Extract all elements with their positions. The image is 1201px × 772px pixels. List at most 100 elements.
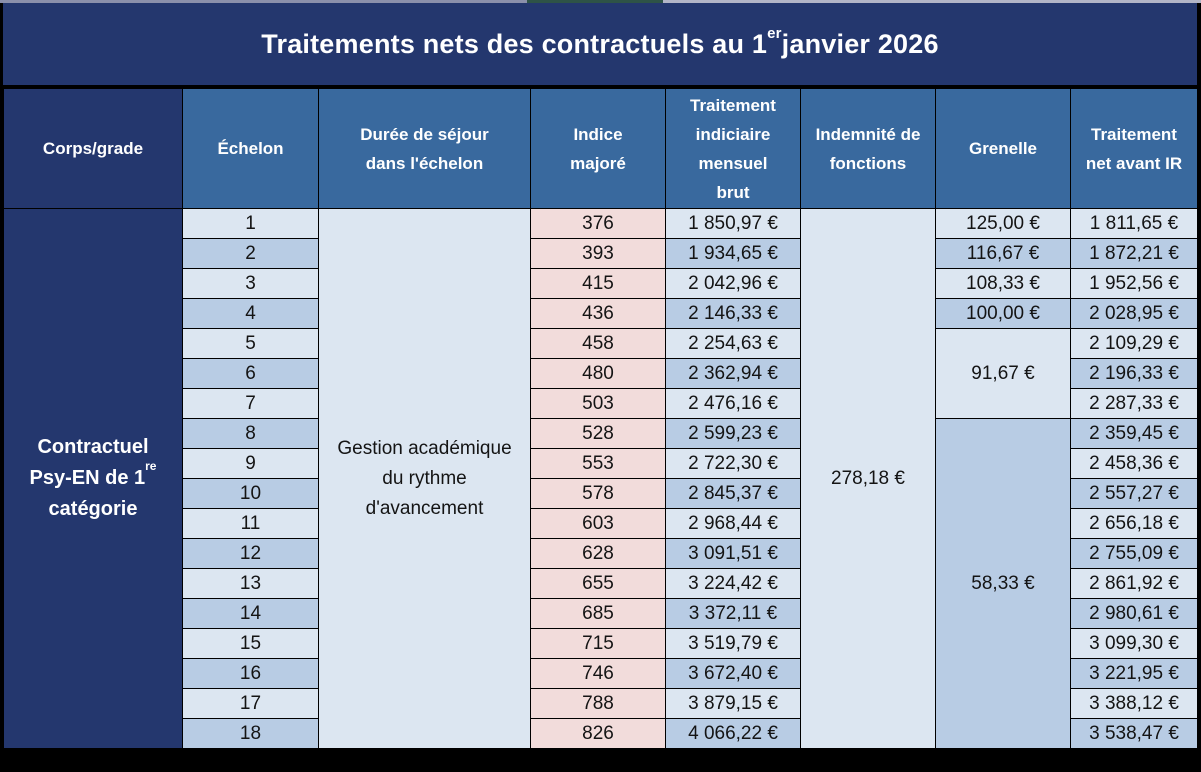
indice-majore-cell: 458	[530, 328, 666, 359]
table-row: 7 503 2 476,16 € 2 287,33 €	[4, 388, 1198, 419]
indice-majore-cell: 393	[530, 238, 666, 269]
indice-majore-cell: 715	[530, 628, 666, 659]
traitement-net-cell: 2 755,09 €	[1070, 538, 1198, 569]
traitement-net-cell: 2 287,33 €	[1070, 388, 1198, 419]
traitement-net-cell: 1 952,56 €	[1070, 268, 1198, 299]
table-row: 15 715 3 519,79 € 3 099,30 €	[4, 628, 1198, 659]
duree-sejour-cell: Gestion académique du rythme d'avancemen…	[318, 208, 531, 749]
traitement-net-cell: 2 980,61 €	[1070, 598, 1198, 629]
traitement-brut-cell: 2 968,44 €	[665, 508, 801, 539]
column-header-corps-grade: Corps/grade	[3, 88, 183, 209]
column-header-traitement-brut: Traitement indiciaire mensuel brut	[665, 88, 801, 209]
corps-grade-text: Contractuel Psy-EN de 1re catégorie	[14, 432, 172, 525]
traitement-net-cell: 2 196,33 €	[1070, 358, 1198, 389]
grenelle-cell: 125,00 €	[935, 208, 1071, 239]
traitement-net-cell: 1 872,21 €	[1070, 238, 1198, 269]
salary-table-sheet: Traitements nets des contractuels au 1 er…	[0, 3, 1201, 753]
indemnite-fonctions-cell: 278,18 €	[800, 208, 936, 749]
traitement-brut-cell: 3 224,42 €	[665, 568, 801, 599]
grenelle-cell: 91,67 €	[935, 328, 1071, 419]
traitement-brut-cell: 2 599,23 €	[665, 418, 801, 449]
corps-grade-cell: Contractuel Psy-EN de 1re catégorie	[3, 208, 183, 749]
top-edge-segment	[663, 0, 1201, 3]
column-header-indemnite-fonctions: Indemnité de fonctions	[800, 88, 936, 209]
traitement-brut-cell: 2 476,16 €	[665, 388, 801, 419]
top-edge-segment	[527, 0, 663, 3]
table-row: 12 628 3 091,51 € 2 755,09 €	[4, 538, 1198, 569]
echelon-cell: 18	[182, 718, 319, 749]
traitement-brut-cell: 2 146,33 €	[665, 298, 801, 329]
title-text-suffix: janvier 2026	[781, 28, 939, 59]
corps-grade-text-part: catégorie	[48, 498, 138, 520]
indice-majore-cell: 528	[530, 418, 666, 449]
echelon-cell: 11	[182, 508, 319, 539]
traitement-brut-cell: 3 372,11 €	[665, 598, 801, 629]
traitement-net-cell: 1 811,65 €	[1070, 208, 1198, 239]
indice-majore-cell: 826	[530, 718, 666, 749]
indice-majore-cell: 746	[530, 658, 666, 689]
echelon-cell: 16	[182, 658, 319, 689]
table-row: 18 826 4 066,22 € 3 538,47 €	[4, 718, 1198, 749]
traitement-brut-cell: 4 066,22 €	[665, 718, 801, 749]
indice-majore-cell: 788	[530, 688, 666, 719]
echelon-cell: 4	[182, 298, 319, 329]
table-row: 10 578 2 845,37 € 2 557,27 €	[4, 478, 1198, 509]
indice-majore-cell: 376	[530, 208, 666, 239]
column-header-grenelle: Grenelle	[935, 88, 1071, 209]
echelon-cell: 8	[182, 418, 319, 449]
indice-majore-cell: 603	[530, 508, 666, 539]
page-title: Traitements nets des contractuels au 1 er…	[3, 3, 1197, 88]
column-header-traitement-net: Traitement net avant IR	[1070, 88, 1198, 209]
traitement-brut-cell: 2 722,30 €	[665, 448, 801, 479]
echelon-cell: 1	[182, 208, 319, 239]
top-edge-artifact	[0, 0, 1201, 3]
traitement-brut-cell: 3 519,79 €	[665, 628, 801, 659]
traitement-net-cell: 3 388,12 €	[1070, 688, 1198, 719]
table-row: 14 685 3 372,11 € 2 980,61 €	[4, 598, 1198, 629]
table-row: 2 393 1 934,65 € 116,67 €1 872,21 €	[4, 238, 1198, 269]
traitement-net-cell: 2 656,18 €	[1070, 508, 1198, 539]
column-header-duree-sejour: Durée de séjour dans l'échelon	[318, 88, 531, 209]
salary-table: Corps/grade Échelon Durée de séjour dans…	[3, 88, 1198, 749]
traitement-brut-cell: 2 254,63 €	[665, 328, 801, 359]
traitement-brut-cell: 2 845,37 €	[665, 478, 801, 509]
table-row: 3 415 2 042,96 € 108,33 €1 952,56 €	[4, 268, 1198, 299]
table-row: 13 655 3 224,42 € 2 861,92 €	[4, 568, 1198, 599]
indice-majore-cell: 415	[530, 268, 666, 299]
grenelle-cell: 116,67 €	[935, 238, 1071, 269]
grenelle-cell: 58,33 €	[935, 418, 1071, 749]
title-text: Traitements nets des contractuels au 1	[261, 28, 768, 59]
duree-sejour-text: Gestion académique du rythme d'avancemen…	[337, 437, 512, 519]
table-row: 17 788 3 879,15 € 3 388,12 €	[4, 688, 1198, 719]
traitement-net-cell: 2 861,92 €	[1070, 568, 1198, 599]
indice-majore-cell: 553	[530, 448, 666, 479]
column-header-echelon: Échelon	[182, 88, 319, 209]
echelon-cell: 5	[182, 328, 319, 359]
corps-grade-superscript: re	[145, 459, 157, 474]
traitement-brut-cell: 3 672,40 €	[665, 658, 801, 689]
traitement-net-cell: 3 538,47 €	[1070, 718, 1198, 749]
echelon-cell: 3	[182, 268, 319, 299]
echelon-cell: 14	[182, 598, 319, 629]
echelon-cell: 10	[182, 478, 319, 509]
traitement-net-cell: 2 458,36 €	[1070, 448, 1198, 479]
indice-majore-cell: 503	[530, 388, 666, 419]
echelon-cell: 12	[182, 538, 319, 569]
traitement-brut-cell: 3 091,51 €	[665, 538, 801, 569]
indice-majore-cell: 480	[530, 358, 666, 389]
indice-majore-cell: 436	[530, 298, 666, 329]
echelon-cell: 13	[182, 568, 319, 599]
traitement-brut-cell: 3 879,15 €	[665, 688, 801, 719]
indice-majore-cell: 578	[530, 478, 666, 509]
table-row: 5 458 2 254,63 € 91,67 €2 109,29 €	[4, 328, 1198, 419]
traitement-net-cell: 2 359,45 €	[1070, 418, 1198, 449]
table-row: Contractuel Psy-EN de 1re catégorie 1 Gest…	[3, 208, 1198, 749]
header-row: Corps/grade Échelon Durée de séjour dans…	[3, 88, 1198, 209]
table-row: 6 480 2 362,94 € 2 196,33 €	[4, 358, 1198, 389]
echelon-cell: 9	[182, 448, 319, 479]
traitement-brut-cell: 2 362,94 €	[665, 358, 801, 389]
echelon-cell: 2	[182, 238, 319, 269]
traitement-brut-cell: 1 934,65 €	[665, 238, 801, 269]
traitement-brut-cell: 1 850,97 €	[665, 208, 801, 239]
